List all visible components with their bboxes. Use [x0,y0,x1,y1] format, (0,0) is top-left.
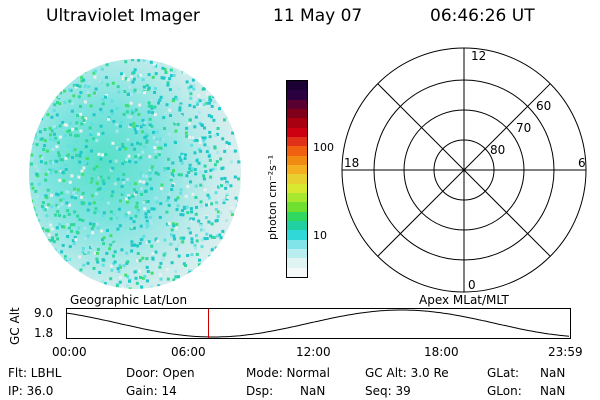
xtick-0000: 00:00 [52,345,87,359]
lat-label-80: 80 [490,143,505,157]
xtick-1200: 12:00 [296,345,331,359]
colorbar-segment [287,202,307,212]
colorbar [286,80,308,278]
colorbar-segment [287,146,307,156]
colorbar-segment [287,239,307,249]
status-ip: IP: 36.0 [8,384,54,398]
colorbar-segment [287,230,307,240]
colorbar-segment [287,258,307,268]
colorbar-segment [287,267,307,277]
polar-diagonal-2 [377,83,551,257]
colorbar-segment [287,155,307,165]
lat-label-60: 60 [536,99,551,113]
timeline-left-label: Geographic Lat/Lon [70,293,188,307]
date-label: 11 May 07 [273,6,363,26]
timeline-frame [66,308,571,339]
timeline-ytick-max: 9.0 [34,306,54,320]
colorbar-segment [287,220,307,231]
instrument-title: Ultraviolet Imager [46,6,200,26]
status-glat-value: NaN [540,366,566,380]
status-gc-alt: GC Alt: 3.0 Re [365,366,449,380]
status-gain: Gain: 14 [126,384,177,398]
uv-image [29,59,241,289]
status-glon-value: NaN [540,384,566,398]
colorbar-segment [287,108,307,119]
colorbar-segment [287,136,307,147]
mlt-label-0: 0 [468,278,476,292]
colorbar-segment [287,90,307,100]
colorbar-tick-10: 10 [313,229,327,242]
status-dsp-label: Dsp: [246,384,274,398]
status-mode: Mode: Normal [246,366,330,380]
timeline-plot [66,308,571,339]
status-filter: Flt: LBHL [8,366,62,380]
timeline-axis-label: GC Alt [8,307,22,345]
status-seq: Seq: 39 [365,384,411,398]
status-door: Door: Open [126,366,195,380]
colorbar-segment [287,164,307,175]
status-dsp-value: NaN [300,384,326,398]
mlt-label-18: 18 [344,156,359,170]
xtick-1800: 18:00 [424,345,459,359]
colorbar-segment [287,183,307,193]
lat-label-70: 70 [516,121,531,135]
colorbar-unit-label: photon cm⁻²s⁻¹ [266,154,279,240]
altitude-curve [66,309,570,338]
colorbar-segment [287,118,307,128]
timeline-ytick-min: 1.8 [34,326,54,340]
status-glon-label: GLon: [487,384,522,398]
mlt-label-12: 12 [471,49,486,63]
polar-grid: 12 18 6 0 60 70 80 [341,47,587,293]
xtick-0600: 06:00 [171,345,206,359]
colorbar-segment [287,192,307,203]
colorbar-segment [287,81,307,91]
colorbar-tick-100: 100 [313,141,334,154]
time-label: 06:46:26 UT [430,6,535,26]
colorbar-segment [287,127,307,137]
colorbar-segment [287,174,307,184]
timeline-right-label: Apex MLat/MLT [419,293,509,307]
colorbar-segment [287,248,307,259]
status-glat-label: GLat: [487,366,520,380]
mlt-label-6: 6 [578,156,586,170]
colorbar-segment [287,211,307,221]
colorbar-segment [287,99,307,109]
xtick-2359: 23:59 [548,345,583,359]
